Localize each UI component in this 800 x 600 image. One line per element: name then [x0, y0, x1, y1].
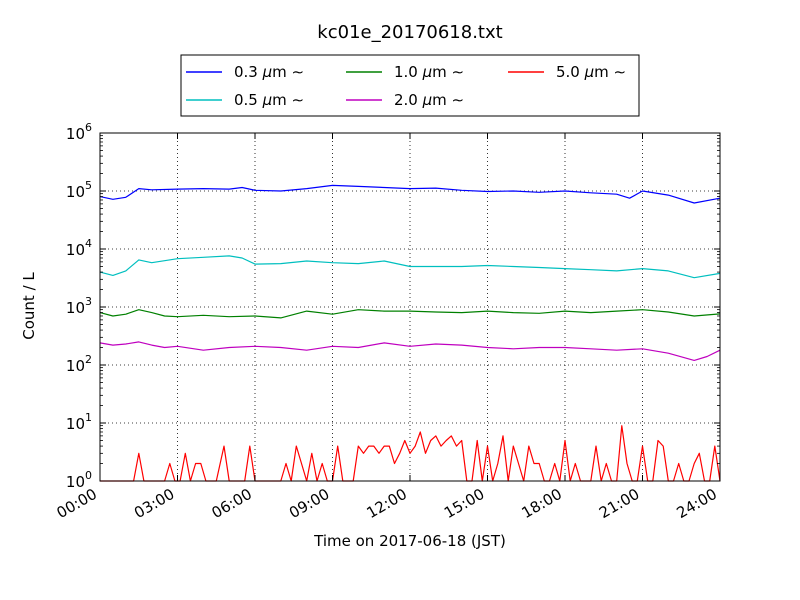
series-line-4: [100, 425, 721, 482]
y-axis-label: Count / L: [20, 272, 38, 340]
x-axis-label: Time on 2017-06-18 (JST): [313, 532, 506, 550]
grid: [100, 133, 720, 481]
legend-label: 5.0 μm ∼: [556, 63, 626, 81]
x-tick-label: 09:00: [286, 485, 332, 522]
legend-label: 0.3 μm ∼: [234, 63, 304, 81]
legend: 0.3 μm ∼ 1.0 μm ∼ 5.0 μm ∼ 0.5 μm ∼ 2.0 μm ∼: [180, 54, 640, 117]
x-tick-label: 03:00: [131, 485, 177, 522]
y-tick-label: 106: [66, 121, 92, 143]
series-line-3: [99, 341, 721, 361]
series-layer: [99, 184, 721, 482]
x-tick-label: 18:00: [519, 485, 565, 522]
x-tick-label: 15:00: [441, 485, 487, 522]
x-tick-label: 06:00: [209, 485, 255, 522]
y-tick-label: 103: [66, 295, 92, 317]
series-line-2: [99, 309, 721, 319]
x-tick-label: 24:00: [674, 485, 720, 522]
series-line-1: [99, 255, 721, 279]
x-tick-label: 12:00: [364, 485, 410, 522]
legend-label: 2.0 μm ∼: [394, 91, 464, 109]
y-tick-label: 100: [66, 469, 92, 491]
chart-title: kc01e_20170618.txt: [317, 22, 502, 43]
x-tick-label: 21:00: [596, 485, 642, 522]
legend-label: 1.0 μm ∼: [394, 63, 464, 81]
series-line-0: [99, 184, 721, 204]
y-axis: 100 101 102 103 104 105 106: [66, 121, 720, 491]
y-tick-label: 102: [66, 353, 92, 375]
y-tick-label: 104: [66, 237, 92, 259]
legend-box: [180, 54, 640, 117]
y-tick-label: 105: [66, 179, 92, 201]
legend-label: 0.5 μm ∼: [234, 91, 304, 109]
y-tick-label: 101: [66, 411, 92, 433]
